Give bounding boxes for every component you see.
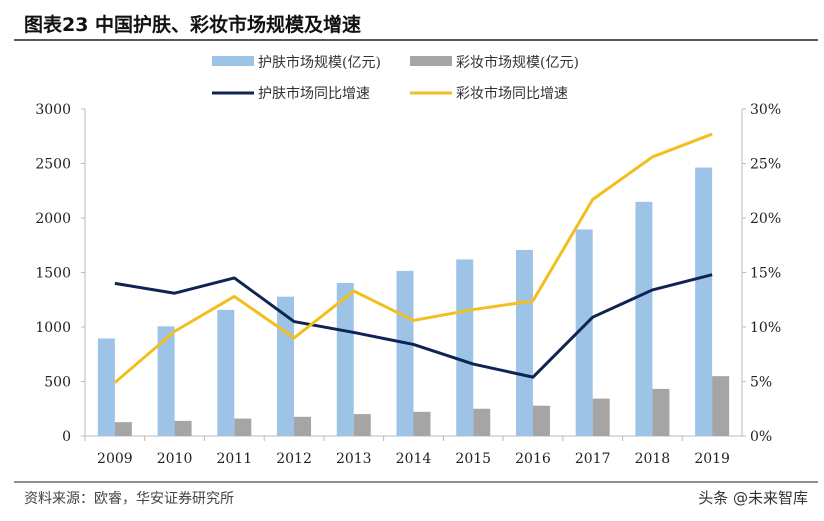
bar-makeup <box>592 398 610 436</box>
right-tick-label: 15% <box>750 266 781 282</box>
legend-label: 彩妆市场规模(亿元) <box>456 54 579 71</box>
left-tick-label: 500 <box>44 375 71 391</box>
axes: 0 500 1000 1500 2000 2500 3000 0% 5% 10% 15% 20% 25%… <box>35 102 781 467</box>
bar-skincare <box>695 167 713 436</box>
left-tick-label: 1500 <box>35 266 71 282</box>
x-tick-label: 2018 <box>635 451 671 467</box>
left-tick-label: 1000 <box>35 320 71 336</box>
legend-swatch <box>212 56 254 66</box>
left-tick-label: 0 <box>62 429 71 445</box>
bar-skincare <box>336 282 354 436</box>
x-tick-label: 2009 <box>97 451 133 467</box>
legend: 护肤市场规模(亿元) 彩妆市场规模(亿元) 护肤市场同比增速 彩妆市场同比增速 <box>212 54 579 102</box>
x-tick-label: 2019 <box>694 451 730 467</box>
bar-makeup <box>174 420 192 436</box>
bar-skincare <box>575 229 593 436</box>
x-tick-label: 2012 <box>276 451 312 467</box>
left-tick-label: 2000 <box>35 211 71 227</box>
bar-skincare <box>456 259 474 436</box>
bar-makeup <box>712 376 730 436</box>
legend-label: 护肤市场同比增速 <box>258 85 370 102</box>
chart-title: 图表23 中国护肤、彩妆市场规模及增速 <box>24 13 361 36</box>
bar-makeup <box>353 414 371 436</box>
bar-makeup <box>413 411 431 436</box>
right-tick-label: 5% <box>750 375 772 391</box>
lines <box>113 132 713 384</box>
source-note: 资料来源：欧睿，华安证券研究所 <box>24 491 234 507</box>
bar-makeup <box>114 422 132 436</box>
bar-skincare <box>277 296 295 436</box>
left-tick-label: 3000 <box>35 102 71 118</box>
bar-makeup <box>473 408 491 436</box>
bar-makeup <box>294 416 312 436</box>
x-tick-label: 2016 <box>515 451 551 467</box>
right-tick-label: 25% <box>750 157 781 173</box>
legend-label: 护肤市场规模(亿元) <box>258 54 381 71</box>
x-tick-label: 2013 <box>336 451 372 467</box>
bar-skincare <box>217 309 235 436</box>
right-tick-label: 20% <box>750 211 781 227</box>
right-tick-label: 10% <box>750 320 781 336</box>
bar-skincare <box>515 249 533 436</box>
x-tick-label: 2017 <box>575 451 611 467</box>
bar-makeup <box>532 405 550 436</box>
bar-skincare <box>635 201 653 436</box>
bar-makeup <box>234 418 252 436</box>
x-tick-label: 2014 <box>396 451 432 467</box>
x-tick-label: 2010 <box>157 451 193 467</box>
bar-makeup <box>652 388 670 436</box>
right-tick-label: 30% <box>750 102 781 118</box>
bar-skincare <box>97 338 115 436</box>
x-tick-label: 2011 <box>216 451 252 467</box>
bar-skincare <box>396 270 414 436</box>
legend-label: 彩妆市场同比增速 <box>456 85 568 102</box>
right-tick-label: 0% <box>750 429 772 445</box>
left-tick-label: 2500 <box>35 157 71 173</box>
legend-swatch <box>410 56 452 66</box>
bar-skincare <box>157 326 175 436</box>
x-tick-label: 2015 <box>455 451 491 467</box>
bars <box>97 167 730 436</box>
watermark: 头条 @未来智库 <box>698 489 808 507</box>
